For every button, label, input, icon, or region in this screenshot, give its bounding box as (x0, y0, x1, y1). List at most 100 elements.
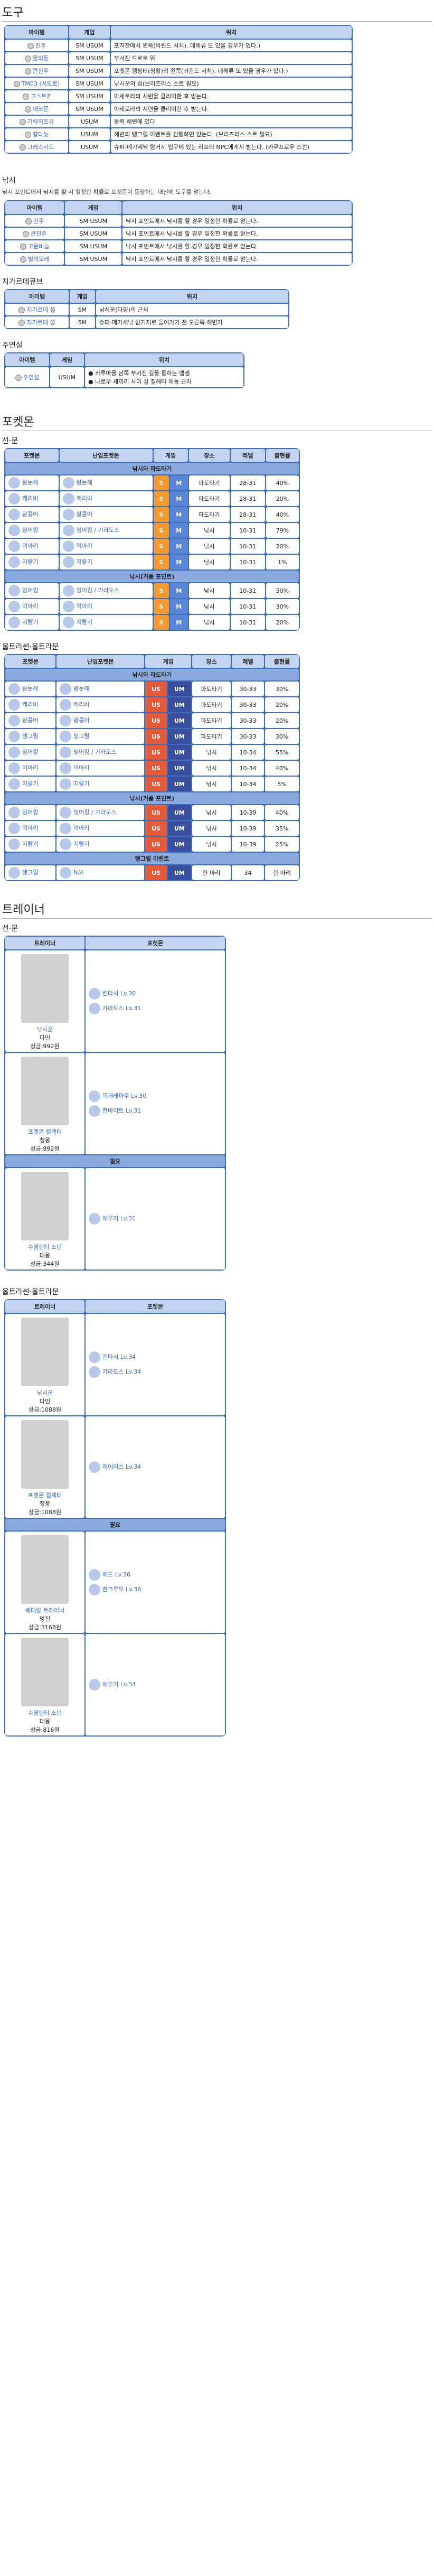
pokemon-link[interactable]: 잉어킹 / 갸라도스 (76, 527, 120, 534)
trainer-pokemon: 레어리스 Lv.34 (89, 1461, 222, 1473)
level-cell: 10-34 (231, 761, 265, 776)
pokemon-link[interactable]: 지랄기 (76, 619, 92, 626)
pokemon-link[interactable]: 왕눈해 (76, 479, 92, 486)
version-badge: S (153, 599, 169, 614)
pokemon-link[interactable]: 한크루우 Lv.36 (102, 1586, 141, 1593)
pokemon-link[interactable]: 왕눈해 (73, 685, 90, 692)
pokemon-link[interactable]: 킨타시 Lv.30 (102, 990, 136, 997)
item-link[interactable]: 진주 (33, 218, 44, 225)
pokemon-link[interactable]: 지랄기 (22, 841, 39, 847)
pokemon-link[interactable]: 잉어킹 (22, 587, 39, 594)
pokemon-link[interactable]: 덕아리 (76, 543, 92, 549)
pokemon-link[interactable]: 덕아리 (73, 825, 90, 832)
pokemon-link[interactable]: 캐리비 (22, 701, 39, 708)
pokemon-link[interactable]: 캐리비 (76, 495, 92, 502)
pokemon-icon (62, 509, 74, 520)
pokemon-link[interactable]: 헤드 Lv.36 (102, 1571, 131, 1578)
header-row: 포켓몬 난입포켓몬 게임 장소 레벨 출현률 (5, 655, 299, 668)
item-link[interactable]: 큰진주 (31, 230, 47, 237)
trainer-class[interactable]: 낚시꾼 (36, 1389, 53, 1396)
pokemon-link[interactable]: 한바이트 Lv.31 (102, 1107, 141, 1114)
item-link[interactable]: 고운비늘 (28, 243, 50, 250)
intruder-cell: 왕콩어 (56, 713, 145, 728)
trainer-class[interactable]: 베테랑 트레이너 (25, 1607, 65, 1614)
intruder-cell: N/A (56, 865, 145, 880)
pokemon-link[interactable]: 레어리스 Lv.34 (102, 1463, 141, 1470)
place-cell: 한 마리 (192, 865, 231, 880)
place-cell: 파도타기 (188, 475, 230, 490)
pokemon-link[interactable]: 독개래파주 Lv.30 (102, 1093, 147, 1099)
pokemon-link[interactable]: 해무기 Lv.31 (102, 1215, 136, 1222)
pokemon-link[interactable]: 캐리비 (73, 701, 90, 708)
pokemon-link[interactable]: 지랄기 (22, 558, 39, 565)
pokemon-link[interactable]: 덕아리 (76, 603, 92, 610)
pokemon-link[interactable]: 갸라도스 Lv.31 (102, 1005, 141, 1012)
intruder-cell: 덕아리 (59, 599, 153, 614)
pokemon-icon (8, 762, 20, 774)
item-link[interactable]: 물의돌 (32, 55, 49, 62)
pokemon-link[interactable]: 잉어킹 / 갸라도스 (76, 587, 120, 594)
pokemon-link[interactable]: 갸라도스 Lv.34 (102, 1368, 141, 1375)
pokemon-link[interactable]: 왕눈해 (22, 685, 39, 692)
pokemon-cell: 덕아리 (5, 821, 56, 836)
item-link[interactable]: TM03 (서도로) (21, 80, 60, 87)
item-link[interactable]: 대크몬 (32, 106, 49, 113)
version-badge: UM (167, 729, 191, 744)
item-link[interactable]: 고스트Z (31, 93, 51, 100)
place-cell: 낚시 (188, 615, 230, 630)
intruder-cell: 덕아리 (56, 821, 145, 836)
location-cell: 낚시 포인트에서 낚시를 할 경우 일정한 확률로 얻는다. (122, 228, 352, 239)
pokemon-link[interactable]: 잉어킹 (22, 809, 39, 816)
pokemon-link[interactable]: 탱그릴 (22, 869, 39, 876)
trainer-class[interactable]: 수영팬티 소년 (27, 1244, 62, 1250)
pokemon-link[interactable]: 왕콩어 (22, 717, 39, 724)
pokemon-link[interactable]: 덕아리 (22, 543, 39, 549)
pokemon-link[interactable]: 캐리비 (22, 495, 39, 502)
pokemon-link[interactable]: 왕콩어 (76, 511, 92, 518)
pokemon-link[interactable]: 지랄기 (22, 619, 39, 626)
pokemon-link[interactable]: 잉어킹 (22, 527, 39, 534)
item-link[interactable]: 황다늦 (32, 131, 49, 138)
pokemon-link[interactable]: 탱그릴 (73, 733, 90, 740)
pokemon-link[interactable]: 왕눈해 (22, 479, 39, 486)
table-row: 큰진주 SM USUM 낚시 포인트에서 낚시를 할 경우 일정한 확률로 얻는다. (5, 228, 352, 239)
pokemon-link[interactable]: 잉어킹 / 갸라도스 (73, 749, 117, 755)
trainer-name: 대웅 (39, 1252, 51, 1259)
column-header: 게임 (70, 290, 95, 303)
pokemon-icon (89, 1679, 100, 1691)
pokemon-link[interactable]: 해무기 Lv.34 (102, 1681, 136, 1688)
pokemon-icon (8, 807, 20, 818)
item-icon (18, 320, 25, 326)
pokemon-link[interactable]: 지랄기 (73, 841, 90, 847)
pokemon-link[interactable]: 잉어킹 / 갸라도스 (73, 809, 117, 816)
pokemon-link[interactable]: 지랄기 (73, 780, 90, 787)
pokemon-link[interactable]: 덕아리 (22, 764, 39, 771)
pokemon-cell: 지랄기 (5, 615, 59, 630)
item-link[interactable]: 기력의조각 (27, 118, 54, 125)
pokemon-link[interactable]: 잉어킹 (22, 749, 39, 755)
pokemon-title: 포켓몬 (2, 409, 432, 431)
pokemon-link[interactable]: 왕콩어 (22, 511, 39, 518)
trainer-class[interactable]: 수영팬티 소년 (27, 1710, 62, 1716)
pokemon-link[interactable]: 덕아리 (73, 764, 90, 771)
trainer-class[interactable]: 포켓몬 컬렉터 (27, 1128, 62, 1135)
pokemon-link[interactable]: 덕아리 (22, 825, 39, 832)
pokemon-link[interactable]: 지랄기 (22, 780, 39, 787)
pokemon-link[interactable]: 덕아리 (22, 603, 39, 610)
rate-cell: 55% (265, 745, 299, 760)
item-link[interactable]: 지가르데 셀 (26, 306, 55, 313)
pokemon-link[interactable]: 지랄기 (76, 558, 92, 565)
item-link[interactable]: 큰진주 (32, 68, 49, 74)
item-link[interactable]: 지가르데 셀 (26, 319, 55, 326)
pokemon-link[interactable]: 왕콩어 (73, 717, 90, 724)
trainer-class[interactable]: 낚시꾼 (36, 1026, 53, 1033)
intruder-cell: 탱그릴 (56, 729, 145, 744)
pokemon-link[interactable]: 킨타시 Lv.34 (102, 1354, 136, 1360)
pokemon-link[interactable]: 탱그릴 (22, 733, 39, 740)
item-link[interactable]: 그래스시드 (27, 144, 54, 151)
item-link[interactable]: 주연설 (23, 374, 40, 381)
item-link[interactable]: 진주 (35, 42, 46, 49)
pokemon-link[interactable]: N/A (73, 869, 84, 876)
trainer-class[interactable]: 포켓몬 컬렉터 (27, 1492, 62, 1499)
item-link[interactable]: 별의모래 (28, 256, 50, 263)
